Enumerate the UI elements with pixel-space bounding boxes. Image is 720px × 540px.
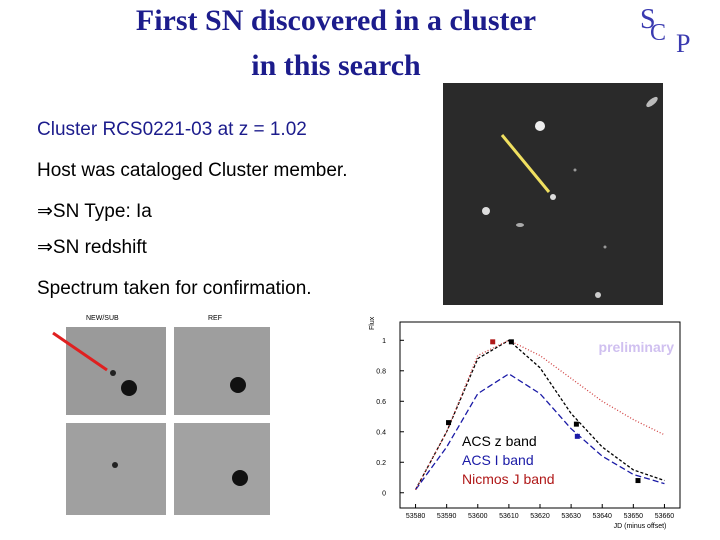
stamp-label: NEW/SUB [86, 315, 119, 322]
x-tick-label: 53580 [406, 513, 426, 520]
stamp-label: REF [208, 315, 222, 322]
logo-letter: P [676, 29, 690, 58]
x-tick-label: 53660 [655, 513, 675, 520]
fit-curve [414, 339, 665, 491]
sky-image [443, 83, 663, 305]
fit-curve [414, 339, 665, 491]
legend-entry: ACS z band [462, 433, 537, 449]
y-tick-label: 1 [382, 338, 386, 345]
x-tick-label: 53650 [624, 513, 644, 520]
title-line: in this search [251, 49, 421, 82]
data-point [446, 420, 452, 426]
x-tick-label: 53620 [530, 513, 550, 520]
legend-entry: Nicmos J band [462, 471, 555, 487]
bullet: Spectrum taken for confirmation. [37, 278, 312, 299]
bullet: Host was cataloged Cluster member. [37, 160, 347, 181]
y-tick-label: 0.8 [376, 368, 386, 375]
x-tick-label: 53590 [437, 513, 457, 520]
annotation: preliminary [599, 339, 675, 355]
y-axis-label: Flux [369, 316, 376, 330]
legend-entry: ACS I band [462, 452, 534, 468]
y-tick-label: 0.4 [376, 429, 386, 436]
logo: S C P [640, 4, 690, 58]
y-tick-label: 0.6 [376, 399, 386, 406]
data-point [508, 339, 514, 345]
data-point [573, 421, 579, 427]
data-point [635, 478, 641, 484]
x-tick-label: 53610 [499, 513, 519, 520]
y-tick-label: 0 [382, 490, 386, 497]
x-tick-label: 53600 [468, 513, 488, 520]
bullet: Cluster RCS0221-03 at z = 1.02 [37, 119, 307, 140]
x-tick-label: 53640 [592, 513, 612, 520]
title-line: First SN discovered in a cluster [136, 4, 536, 37]
logo-letter: C [650, 20, 666, 46]
x-tick-label: 53630 [561, 513, 581, 520]
plot-frame [399, 321, 681, 509]
data-point [574, 433, 580, 439]
x-axis-label: JD (minus offset) [614, 523, 667, 530]
stamps: NEW/SUB REF [52, 315, 270, 515]
bullet: ⇒SN redshift [37, 237, 148, 258]
bullet: ⇒SN Type: Ia [37, 201, 152, 222]
y-tick-label: 0.2 [376, 460, 386, 467]
data-point [490, 339, 496, 345]
fit-curve [415, 373, 665, 491]
logo-letter: S [640, 4, 656, 35]
